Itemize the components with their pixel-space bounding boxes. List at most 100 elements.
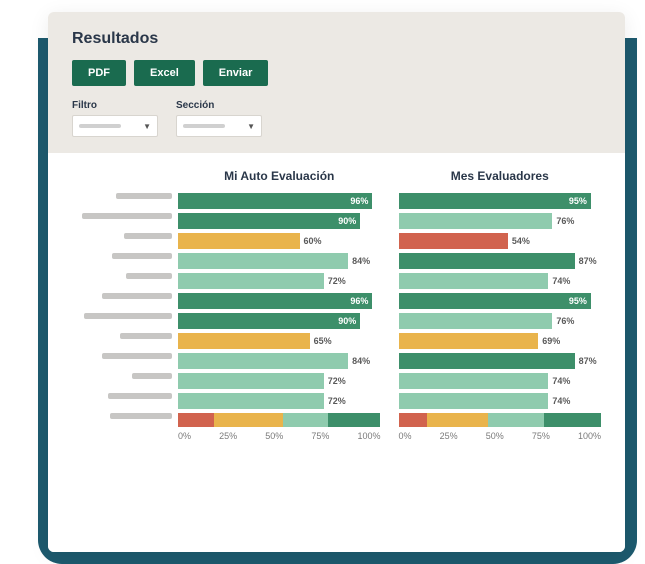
axis-tick: 25% [440, 431, 458, 441]
filtro-placeholder [79, 124, 121, 128]
row-label-placeholder [84, 313, 172, 319]
seccion-placeholder [183, 124, 225, 128]
bar-value-label: 65% [314, 336, 332, 346]
bar-row: 90% [178, 313, 381, 329]
bar-fill: 74% [399, 273, 549, 289]
bar-value-label: 54% [512, 236, 530, 246]
bar-fill: 74% [399, 373, 549, 389]
row-label-placeholder [102, 293, 172, 299]
bar-row: 96% [178, 193, 381, 209]
bar-fill: 87% [399, 353, 575, 369]
row-label-placeholder [108, 393, 172, 399]
bar-row: 76% [399, 213, 602, 229]
bar-value-label: 76% [556, 316, 574, 326]
row-label-placeholder [126, 273, 172, 279]
bar-row: 84% [178, 253, 381, 269]
stacked-segment [488, 413, 545, 427]
chart-area: Mi Auto Evaluación 96% 90% 60% 84% 72% 96% 90%… [48, 153, 625, 552]
bar-fill: 90% [178, 313, 360, 329]
row-label-placeholder [112, 253, 172, 259]
chart-right: Mes Evaluadores 95%76%54%87%74%95%76%69%… [399, 169, 602, 534]
excel-button[interactable]: Excel [134, 60, 195, 86]
stacked-segment [328, 413, 381, 427]
bar-value-label: 76% [556, 216, 574, 226]
chevron-down-icon: ▼ [247, 122, 255, 131]
send-button[interactable]: Enviar [203, 60, 269, 86]
chevron-down-icon: ▼ [143, 122, 151, 131]
chart-left-stacked [178, 413, 381, 427]
axis-tick: 50% [265, 431, 283, 441]
bar-value-label: 90% [338, 216, 356, 226]
bar-value-label: 74% [552, 396, 570, 406]
bar-fill: 84% [178, 353, 348, 369]
bar-fill: 87% [399, 253, 575, 269]
row-label-placeholder [120, 333, 172, 339]
row-label-placeholder [82, 213, 172, 219]
stacked-segment [178, 413, 214, 427]
row-label-placeholder [124, 233, 172, 239]
bar-value-label: 60% [304, 236, 322, 246]
row-label-placeholder [116, 193, 172, 199]
bar-row: 76% [399, 313, 602, 329]
bar-row: 84% [178, 353, 381, 369]
header-area: Resultados PDF Excel Enviar Filtro ▼ Sec… [48, 12, 625, 153]
pdf-button[interactable]: PDF [72, 60, 126, 86]
row-label-placeholder [110, 413, 172, 419]
bar-fill: 96% [178, 293, 372, 309]
row-label-placeholder [132, 373, 172, 379]
bar-value-label: 90% [338, 316, 356, 326]
stacked-segment [544, 413, 601, 427]
stacked-segment [214, 413, 283, 427]
bar-value-label: 69% [542, 336, 560, 346]
chart-left-axis: 0%25%50%75%100% [178, 431, 381, 441]
stacked-segment [399, 413, 427, 427]
bar-row: 74% [399, 373, 602, 389]
bar-value-label: 72% [328, 396, 346, 406]
bar-value-label: 72% [328, 376, 346, 386]
charts-column: Mi Auto Evaluación 96% 90% 60% 84% 72% 96% 90%… [178, 169, 601, 534]
filter-row: Filtro ▼ Sección ▼ [72, 100, 601, 137]
bar-value-label: 74% [552, 376, 570, 386]
axis-tick: 75% [532, 431, 550, 441]
bar-row: 90% [178, 213, 381, 229]
page-title: Resultados [72, 30, 601, 48]
row-label-placeholder [102, 353, 172, 359]
bar-row: 60% [178, 233, 381, 249]
bar-row: 96% [178, 293, 381, 309]
bar-fill: 95% [399, 193, 591, 209]
bar-fill: 72% [178, 393, 324, 409]
seccion-group: Sección ▼ [176, 100, 262, 137]
bar-fill: 84% [178, 253, 348, 269]
bar-row: 95% [399, 193, 602, 209]
results-card: Resultados PDF Excel Enviar Filtro ▼ Sec… [48, 12, 625, 552]
bar-row: 74% [399, 273, 602, 289]
bar-value-label: 95% [569, 296, 587, 306]
filtro-group: Filtro ▼ [72, 100, 158, 137]
bar-fill: 54% [399, 233, 508, 249]
seccion-select[interactable]: ▼ [176, 115, 262, 137]
bar-fill: 76% [399, 313, 553, 329]
bar-fill: 69% [399, 333, 539, 349]
bar-fill: 65% [178, 333, 310, 349]
bar-row: 72% [178, 393, 381, 409]
bar-row: 74% [399, 393, 602, 409]
chart-right-bars: 95%76%54%87%74%95%76%69%87%74%74% [399, 193, 602, 409]
bar-fill: 96% [178, 193, 372, 209]
bar-row: 87% [399, 353, 602, 369]
axis-tick: 25% [219, 431, 237, 441]
bar-row: 72% [178, 373, 381, 389]
chart-left: Mi Auto Evaluación 96% 90% 60% 84% 72% 96% 90%… [178, 169, 381, 534]
filtro-select[interactable]: ▼ [72, 115, 158, 137]
axis-tick: 75% [311, 431, 329, 441]
axis-tick: 100% [578, 431, 601, 441]
bar-row: 72% [178, 273, 381, 289]
bar-value-label: 96% [350, 296, 368, 306]
bar-value-label: 74% [552, 276, 570, 286]
chart-left-title: Mi Auto Evaluación [178, 169, 381, 183]
bar-row: 95% [399, 293, 602, 309]
stacked-segment [427, 413, 488, 427]
row-labels-column [72, 169, 172, 534]
bar-row: 54% [399, 233, 602, 249]
bar-row: 69% [399, 333, 602, 349]
bar-value-label: 84% [352, 256, 370, 266]
